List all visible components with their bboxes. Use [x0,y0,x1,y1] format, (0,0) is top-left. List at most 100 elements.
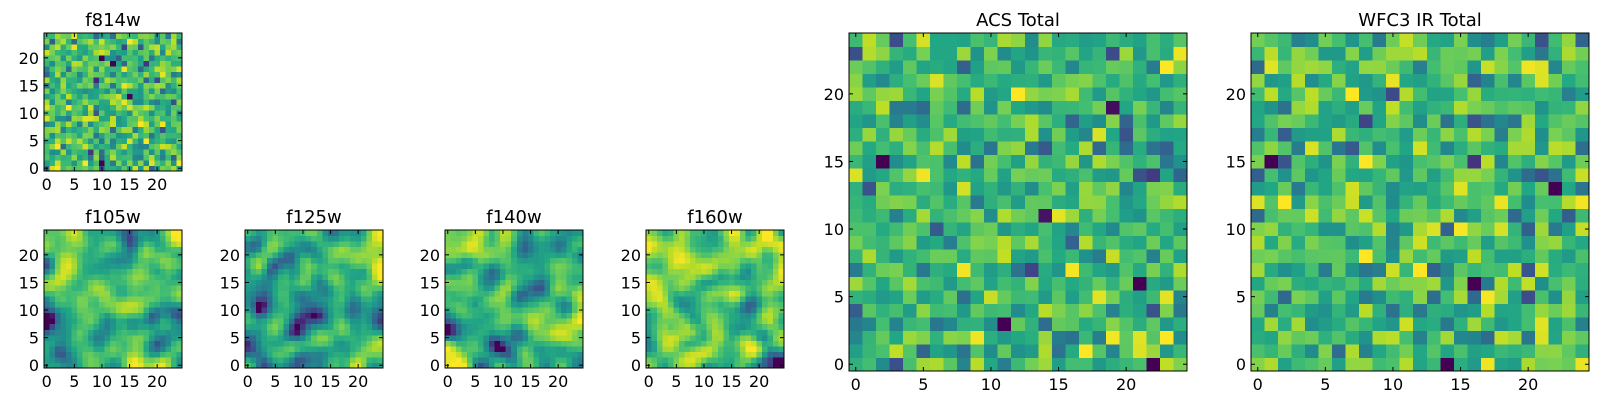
heatmap-cell [60,148,67,155]
heatmap-cell [1024,46,1039,61]
heatmap-cell [849,303,863,318]
heatmap-cell [1305,316,1319,331]
heatmap-cell [970,195,985,210]
heatmap-cell [461,307,468,314]
heatmap-cell [456,307,462,314]
heatmap-cell [143,246,150,253]
heatmap-cell [1548,235,1563,250]
heatmap-cell [77,71,84,78]
heatmap-cell [148,132,155,139]
heatmap-cell [165,77,172,84]
heatmap-cell [1575,168,1590,183]
heatmap-cell [1575,154,1590,169]
heatmap-cell [1065,168,1080,183]
heatmap-cell [349,312,356,319]
heatmap-cell [997,87,1012,101]
heatmap-cell [903,168,917,183]
heatmap-cell [1173,100,1188,115]
heatmap-cell [110,121,117,128]
heatmap-cell [1132,114,1147,129]
heatmap-cell [1467,33,1482,47]
heatmap-cell [1291,303,1306,318]
heatmap-cell [706,307,713,314]
heatmap-cell [538,356,545,363]
heatmap-cell [1132,154,1147,169]
heatmap-cell [657,351,663,358]
heatmap-cell [745,307,752,314]
heatmap-cell [1507,33,1522,47]
heatmap-cell [522,263,529,270]
heatmap-cell [1494,235,1509,250]
heatmap-cell [132,312,139,319]
y-tick-label: 15 [220,273,240,292]
heatmap-cell [957,168,972,183]
heatmap-cell [126,126,133,133]
heatmap-cell [549,301,556,308]
heatmap-cell [316,307,323,314]
heatmap-cell [500,241,507,247]
heatmap-cell [461,329,468,336]
heatmap-cell [1119,73,1134,88]
heatmap-cell [66,351,72,358]
heatmap-cell [1065,46,1080,61]
heatmap-cell [712,362,719,369]
heatmap-cell [110,274,117,281]
heatmap-cell [371,257,378,264]
heatmap-cell [483,345,490,352]
heatmap-cell [1078,303,1093,318]
heatmap-cell [300,274,307,281]
heatmap-cell [60,307,67,314]
heatmap-cell [88,318,95,325]
y-tick-label: 10 [1226,220,1246,239]
heatmap-cell [88,38,95,45]
heatmap-cell [739,318,746,325]
heatmap-cell [778,268,785,275]
heatmap-cell [55,82,61,89]
heatmap-cell [115,99,122,106]
heatmap-cell [137,49,144,56]
heatmap-cell [489,318,496,325]
heatmap-cell [538,246,545,253]
heatmap-cell [55,362,61,369]
heatmap-cell [60,252,67,258]
heatmap-cell [60,268,67,275]
heatmap-cell [93,66,100,73]
heatmap-cell [170,44,177,50]
heatmap-cell [99,66,106,73]
heatmap-cell [706,290,713,297]
heatmap-cell [1494,154,1509,169]
heatmap-cell [684,296,691,303]
heatmap-cell [1386,60,1401,74]
heatmap-cell [970,60,985,74]
heatmap-cell [143,49,150,56]
heatmap-cell [1345,316,1360,331]
heatmap-cell [445,312,451,319]
heatmap-cell [143,362,150,369]
heatmap-cell [349,362,356,369]
heatmap-cell [250,268,257,275]
heatmap-cell [1092,168,1107,183]
heatmap-cell [662,263,669,270]
heatmap-cell [571,362,578,369]
heatmap-cell [943,208,958,223]
heatmap-cell [516,345,523,352]
heatmap-cell [1548,46,1563,61]
heatmap-cell [646,268,652,275]
heatmap-cell [1173,222,1188,237]
heatmap-cell [88,159,95,166]
heatmap-cell [728,340,735,347]
panel-title-f105w: f105w [85,207,140,228]
heatmap-cell [756,312,763,319]
heatmap-cell [461,340,468,347]
heatmap-cell [1278,73,1292,88]
heatmap-cell [450,285,457,292]
heatmap-cell [778,318,785,325]
heatmap-cell [1318,33,1333,47]
heatmap-cell [1119,100,1134,115]
heatmap-cell [126,93,133,100]
heatmap-cell [322,329,329,336]
heatmap-cell [121,137,128,144]
heatmap-cell [126,71,133,78]
heatmap-cell [662,296,669,303]
heatmap-cell [984,33,999,47]
